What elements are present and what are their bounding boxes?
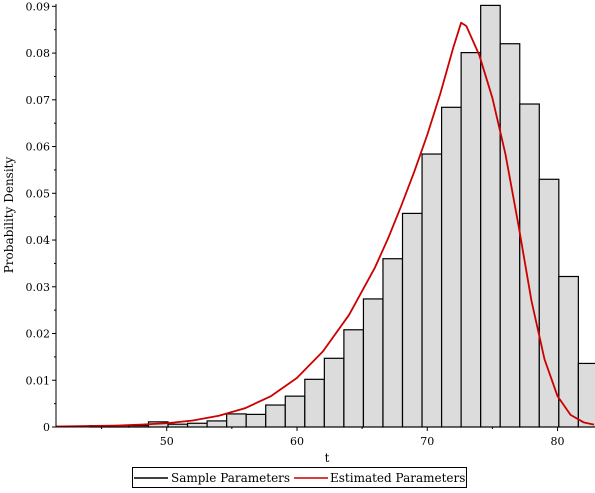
y-tick-label: 0.02 (26, 328, 51, 341)
y-tick-label: 0.07 (26, 94, 51, 107)
histogram-bar (519, 103, 540, 428)
histogram-bar (343, 329, 365, 428)
legend-estimated-label: Estimated Parameters (330, 471, 465, 485)
histogram-bar (362, 298, 384, 428)
histogram-bar (499, 43, 521, 428)
histogram-bar (284, 395, 306, 428)
y-tick-label: 0.08 (26, 47, 51, 60)
histogram-bar (245, 413, 267, 428)
histogram-bar (558, 275, 579, 428)
density-curve-layer (55, 21, 595, 428)
y-tick-label: 0.05 (26, 187, 51, 200)
histogram-bar (323, 357, 345, 428)
x-tick-label: 50 (160, 435, 174, 448)
histogram-bar (304, 378, 325, 428)
density-curve (55, 21, 595, 428)
histogram-bar (401, 212, 423, 428)
histogram-bar (265, 404, 286, 428)
y-axis-label: Probability Density (2, 157, 16, 274)
y-tick-label: 0.01 (26, 374, 51, 387)
y-tick-label: 0.04 (26, 234, 51, 247)
histogram-bar (440, 106, 462, 428)
x-tick-label: 60 (290, 435, 304, 448)
histogram-bar (460, 52, 482, 428)
y-tick-label: 0.06 (26, 141, 51, 154)
y-tick-label: 0.03 (26, 281, 51, 294)
y-tick-label: 0 (43, 421, 50, 434)
histogram-bar (206, 420, 228, 428)
legend: Sample Parameters Estimated Parameters (132, 467, 467, 488)
x-tick-label: 70 (420, 435, 434, 448)
histogram-bar (421, 153, 443, 428)
legend-sample-label: Sample Parameters (171, 471, 290, 485)
x-tick-label: 80 (551, 435, 565, 448)
x-axis-label: t (325, 451, 330, 465)
histogram-bar (226, 413, 247, 428)
histogram-bar (577, 362, 595, 428)
histogram-bar (382, 258, 404, 428)
axes: 0 0.01 0.02 0.03 0.04 0.05 0.06 0.07 0.08 0.09 50 6… (26, 0, 594, 448)
y-tick-label: 0.09 (26, 0, 51, 13)
histogram-bars (89, 4, 595, 428)
histogram-bar (186, 422, 208, 428)
